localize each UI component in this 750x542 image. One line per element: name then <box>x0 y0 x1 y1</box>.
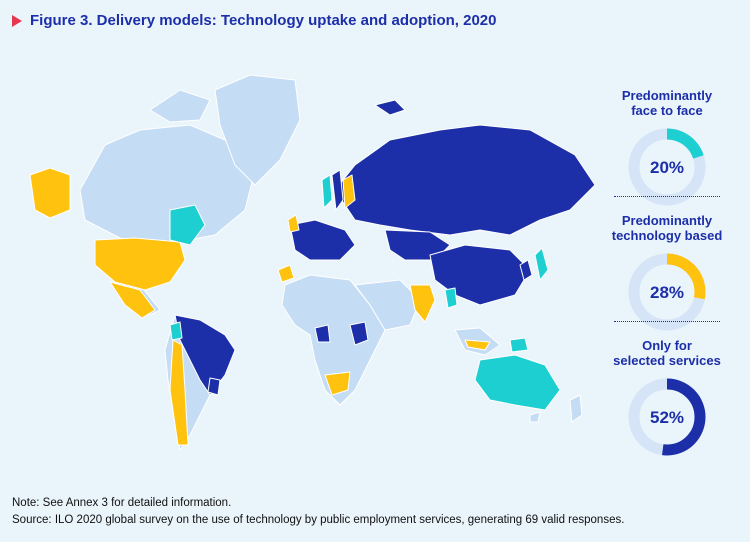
title-marker-icon <box>12 14 22 27</box>
source-text: Source: ILO 2020 global survey on the us… <box>12 514 625 526</box>
legend-item-selected-services: Only for selected services 52% <box>602 338 732 458</box>
map-region-indonesia <box>464 339 491 351</box>
map-region-myanmar <box>444 287 458 309</box>
map-region-morocco <box>277 264 295 283</box>
map-region-mexico <box>109 281 156 319</box>
map-region-central-africa <box>314 324 331 343</box>
map-region-png <box>509 337 529 353</box>
donut-arc <box>628 378 706 456</box>
legend-label: Predominantly technology based <box>611 213 723 243</box>
map-region-japan <box>534 247 549 281</box>
map-region-norway <box>321 174 333 209</box>
map-region-china <box>429 244 531 306</box>
map-region-arctic-islands <box>149 89 211 123</box>
map-region-tasmania <box>529 411 541 423</box>
donut-face-to-face: 20% <box>628 128 706 206</box>
donut-arc <box>628 253 706 331</box>
donut-value-label: 20% <box>650 158 684 177</box>
donut-technology-based: 28% <box>628 253 706 331</box>
map-region-greenland <box>214 74 301 186</box>
legend-label: Predominantly face to face <box>621 88 713 118</box>
map-region-korea <box>519 259 533 281</box>
world-map <box>29 74 596 451</box>
map-region-south-africa <box>324 371 351 396</box>
map-region-chile-argentina <box>169 339 189 446</box>
donut-value-label: 52% <box>650 408 684 427</box>
map-region-east-africa <box>349 321 369 346</box>
map-region-finland <box>342 174 356 209</box>
note-text: Note: See Annex 3 for detailed informati… <box>12 497 232 509</box>
donut-arc <box>628 128 706 206</box>
map-region-peru <box>169 321 183 341</box>
figure-title: Figure 3. Delivery models: Technology up… <box>12 12 497 29</box>
legend-item-face-to-face: Predominantly face to face 20% <box>602 88 732 208</box>
map-region-usa <box>94 237 186 291</box>
map-region-africa <box>281 274 386 406</box>
map-region-quebec <box>169 204 206 246</box>
map-region-russia <box>334 124 596 236</box>
map-region-north-islands <box>374 99 406 116</box>
map-region-new-zealand <box>569 394 583 423</box>
map-region-india <box>409 284 436 323</box>
donut-selected-services: 52% <box>628 378 706 456</box>
legend-divider <box>614 196 720 197</box>
map-region-europe <box>289 219 356 261</box>
map-region-alaska <box>29 167 71 219</box>
legend-label: Only for selected services <box>613 338 721 368</box>
map-region-canada <box>79 124 256 246</box>
map-region-uruguay <box>207 377 221 396</box>
map-region-australia <box>474 354 561 411</box>
map-region-sweden <box>331 169 344 211</box>
figure-title-text: Figure 3. Delivery models: Technology up… <box>30 12 497 29</box>
footnotes: Note: See Annex 3 for detailed informati… <box>12 495 624 529</box>
map-region-uk <box>287 214 300 233</box>
legend-item-technology-based: Predominantly technology based 28% <box>602 213 732 333</box>
legend-divider <box>614 321 720 322</box>
donut-value-label: 28% <box>650 283 684 302</box>
map-region-middle-east <box>354 279 421 331</box>
